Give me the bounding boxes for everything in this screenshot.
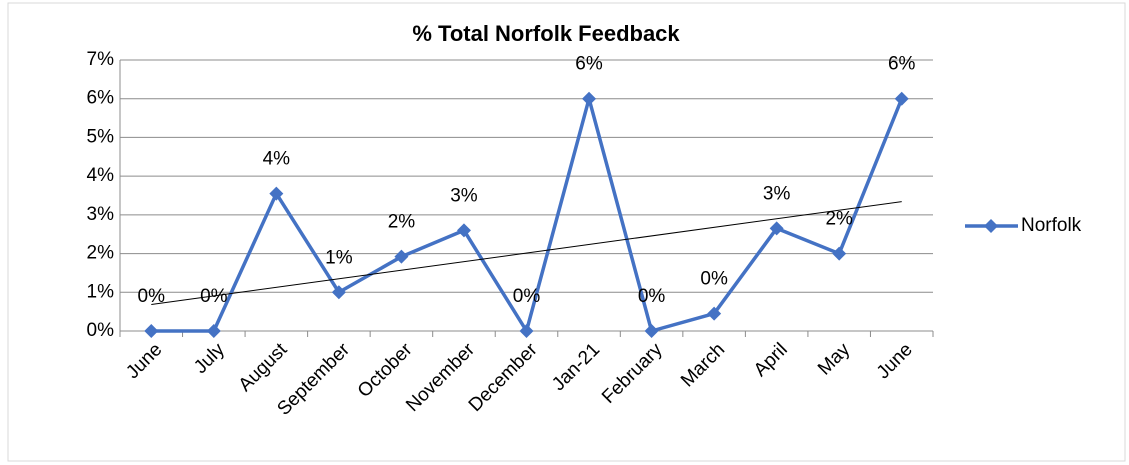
data-label: 3% (763, 183, 791, 204)
data-point (519, 324, 534, 338)
data-label: 6% (888, 54, 916, 75)
y-tick-label: 3% (87, 204, 115, 225)
data-label: 3% (450, 185, 478, 206)
data-label: 0% (200, 286, 228, 307)
data-point (269, 186, 284, 201)
data-label: 2% (825, 209, 853, 230)
data-point (456, 223, 471, 238)
data-label: 0% (700, 269, 728, 290)
data-point (832, 246, 847, 261)
data-point (644, 324, 659, 338)
data-point (144, 324, 159, 338)
chart-frame (7, 2, 1126, 462)
data-label: 0% (138, 286, 166, 307)
data-label: 4% (263, 149, 291, 170)
data-label: 2% (388, 212, 416, 233)
data-point (331, 285, 346, 300)
data-label: 0% (513, 286, 541, 307)
data-point (582, 91, 597, 106)
data-label: 6% (575, 54, 603, 75)
y-tick-label: 6% (87, 88, 115, 109)
data-point (206, 324, 221, 338)
data-point (769, 221, 784, 236)
data-point (394, 249, 409, 264)
chart-title: % Total Norfolk Feedback (412, 21, 680, 46)
y-tick-label: 2% (87, 243, 115, 264)
trendline (151, 201, 902, 306)
y-tick-label: 1% (87, 281, 115, 302)
data-point (707, 306, 722, 321)
legend-label: Norfolk (1021, 215, 1082, 236)
y-tick-label: 0% (87, 320, 115, 341)
y-tick-label: 4% (87, 165, 115, 186)
data-label: 0% (638, 286, 666, 307)
legend-marker (984, 219, 998, 233)
data-point (894, 91, 909, 106)
y-tick-label: 5% (87, 126, 115, 147)
data-label: 1% (325, 247, 353, 268)
y-tick-label: 7% (87, 49, 115, 70)
